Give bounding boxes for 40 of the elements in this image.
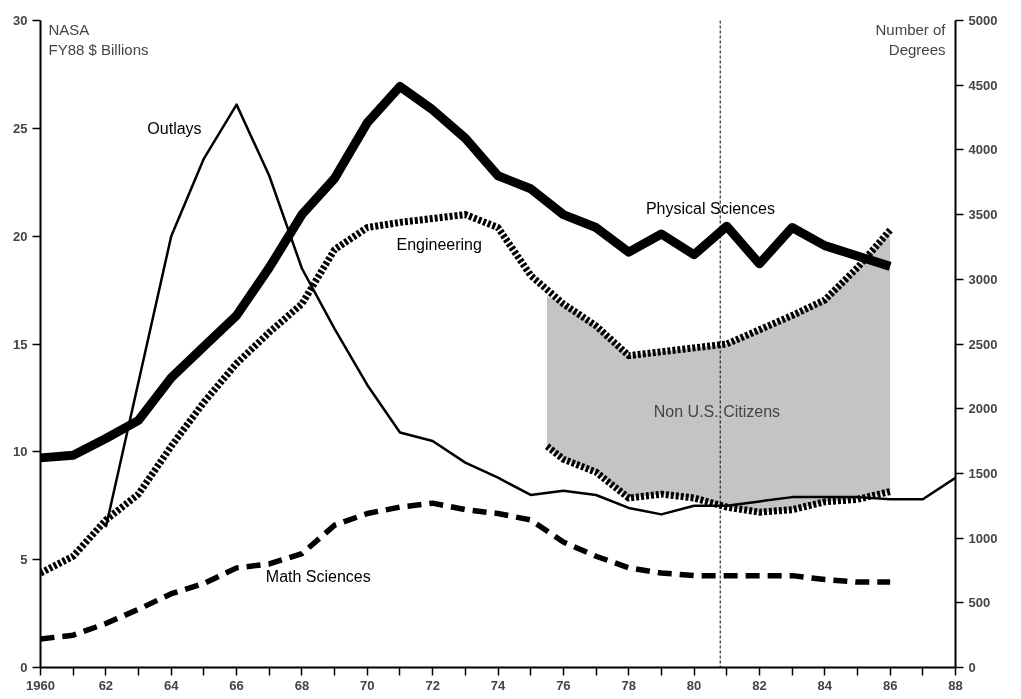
- y2-tick-label: 4000: [968, 142, 998, 158]
- y-tick-label: 25: [13, 120, 28, 136]
- x-tick-label: 62: [98, 677, 114, 693]
- x-tick-label: 66: [229, 677, 244, 693]
- y2-tick-label: 1500: [968, 465, 998, 481]
- y-axis-title: NASA FY88 $ Billions: [48, 20, 149, 58]
- series-label: Physical Sciences: [645, 199, 775, 217]
- y2-tick-label: 500: [968, 595, 991, 611]
- y2-tick-label: 2500: [968, 336, 998, 352]
- x-tick-label: 76: [556, 677, 571, 693]
- x-tick-label: 70: [360, 677, 375, 693]
- x-tick-label: 80: [686, 677, 702, 693]
- y-tick-label: 15: [13, 336, 28, 352]
- y2-tick-label: 4500: [968, 77, 998, 93]
- annotation: Non U.S. Citizens: [653, 403, 781, 421]
- x-tick-label: 74: [490, 677, 506, 693]
- x-tick-label: 78: [621, 677, 636, 693]
- y2-tick-label: 0: [968, 660, 976, 675]
- x-tick-label: 84: [817, 677, 833, 693]
- x-tick-label: 82: [752, 677, 767, 693]
- y-tick-label: 5: [20, 552, 28, 568]
- x-tick-label: 1960: [26, 677, 55, 693]
- y2-tick-label: 5000: [968, 13, 998, 28]
- y2-axis-title: Number of Degrees: [875, 20, 947, 58]
- x-tick-label: 64: [163, 677, 180, 693]
- y2-tick-label: 2000: [968, 401, 998, 417]
- y2-tick-label: 3000: [968, 271, 998, 287]
- y2-tick-label: 3500: [968, 207, 998, 223]
- series-label: Math Sciences: [265, 568, 371, 586]
- x-tick-label: 72: [425, 677, 440, 693]
- y2-tick-label: 1000: [968, 530, 998, 546]
- y-tick-label: 0: [20, 660, 28, 675]
- series-label: Engineering: [396, 236, 482, 254]
- series-label: Outlays: [147, 119, 202, 137]
- x-tick-label: 86: [882, 677, 898, 693]
- y-tick-label: 20: [13, 228, 28, 244]
- y-tick-label: 30: [13, 13, 28, 28]
- y-tick-label: 10: [13, 444, 28, 460]
- x-tick-label: 68: [294, 677, 310, 693]
- x-tick-label: 88: [948, 677, 963, 693]
